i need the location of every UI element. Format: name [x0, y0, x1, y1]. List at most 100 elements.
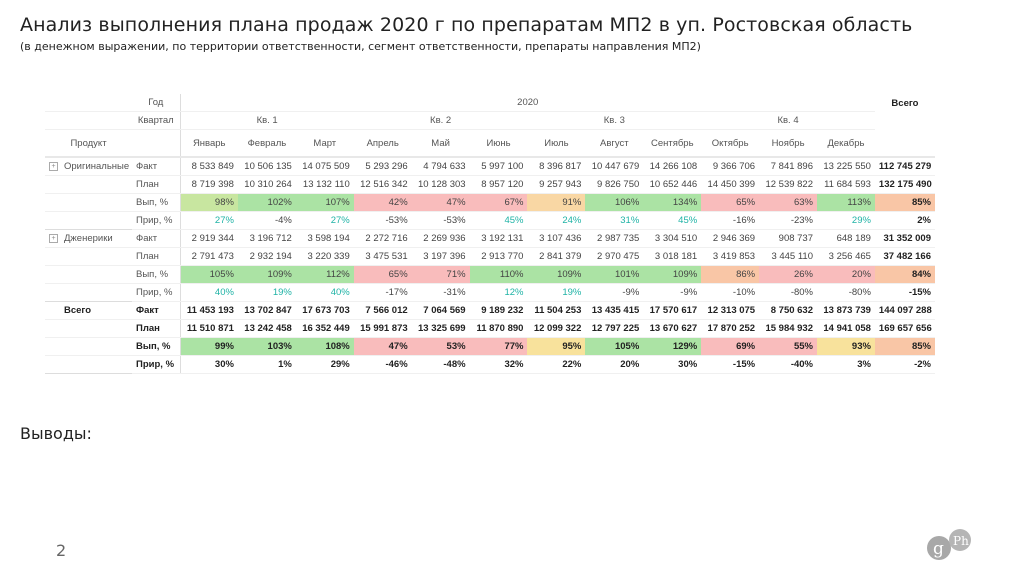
metric-label: Факт: [132, 229, 181, 248]
table-row: План 2 791 473 2 932 194 3 220 339 3 475 531…: [45, 247, 935, 266]
table-row: Прир, % 30% 1% 29% -46% -48% 32% 22% 20% 30% -15% -…: [45, 355, 935, 374]
month-header[interactable]: Январь: [180, 129, 238, 158]
value-cell: 2 841 379: [527, 247, 586, 266]
expand-icon[interactable]: +: [49, 233, 58, 243]
value-cell: 12 539 822: [759, 175, 817, 194]
value-cell: 105%: [180, 265, 238, 284]
value-cell: 13 435 415: [585, 301, 644, 320]
value-cell: 86%: [701, 265, 760, 284]
table-row: Вып, % 105% 109% 112% 65% 71% 110% 109% 101% 109%…: [45, 265, 935, 284]
value-cell: 8 719 398: [180, 175, 238, 194]
value-cell: 40%: [180, 283, 238, 302]
value-cell: 31%: [585, 211, 644, 230]
product-group-cell: + Оригинальные: [45, 157, 133, 176]
value-cell: 648 189: [817, 229, 875, 248]
month-header[interactable]: Июнь: [469, 129, 528, 158]
value-cell: 16 352 449: [295, 319, 354, 338]
value-cell: 22%: [527, 355, 586, 374]
value-cell: 3 256 465: [817, 247, 875, 266]
month-header[interactable]: Февраль: [237, 129, 296, 158]
table-row: + Оригинальные Факт 8 533 849 10 506 135 14 0…: [45, 157, 935, 176]
month-header[interactable]: Май: [411, 129, 470, 158]
total-cell: 2%: [874, 211, 935, 230]
table-row: План 11 510 871 13 242 458 16 352 449 15 991…: [45, 319, 935, 338]
value-cell: 67%: [469, 193, 528, 212]
value-cell: 47%: [353, 337, 412, 356]
value-cell: 14 266 108: [643, 157, 702, 176]
expand-icon[interactable]: +: [49, 161, 58, 171]
month-header[interactable]: Август: [585, 129, 644, 158]
value-cell: 9 189 232: [469, 301, 528, 320]
value-cell: 11 684 593: [817, 175, 875, 194]
value-cell: 30%: [180, 355, 238, 374]
quarter-header[interactable]: Кв. 2: [353, 111, 528, 130]
value-cell: 13 325 699: [411, 319, 470, 338]
product-group-cell: Всего: [45, 301, 133, 320]
value-cell: 107%: [295, 193, 354, 212]
year-header[interactable]: 2020: [180, 94, 875, 112]
value-cell: 12 516 342: [353, 175, 412, 194]
value-cell: 91%: [527, 193, 586, 212]
total-cell: 132 175 490: [874, 175, 935, 194]
value-cell: 13 242 458: [237, 319, 296, 338]
value-cell: 2 919 344: [180, 229, 238, 248]
value-cell: 113%: [817, 193, 875, 212]
month-header[interactable]: Декабрь: [817, 129, 875, 158]
value-cell: 9 826 750: [585, 175, 644, 194]
total-cell: -2%: [874, 355, 935, 374]
value-cell: 29%: [817, 211, 875, 230]
metric-label: Прир, %: [132, 355, 181, 374]
value-cell: 108%: [295, 337, 354, 356]
value-cell: 7 566 012: [353, 301, 412, 320]
month-header[interactable]: Октябрь: [701, 129, 760, 158]
value-cell: 10 128 303: [411, 175, 470, 194]
value-cell: 7 841 896: [759, 157, 817, 176]
value-cell: 9 257 943: [527, 175, 586, 194]
value-cell: -80%: [817, 283, 875, 302]
table-row: Вып, % 99% 103% 108% 47% 53% 77% 95% 105% 129% 69%…: [45, 337, 935, 356]
value-cell: 103%: [237, 337, 296, 356]
metric-label: План: [132, 247, 181, 266]
total-cell: -15%: [874, 283, 935, 302]
company-logo: g Ph: [927, 529, 971, 560]
quarter-header[interactable]: Кв. 1: [180, 111, 354, 130]
total-cell: 31 352 009: [874, 229, 935, 248]
value-cell: 10 310 264: [237, 175, 296, 194]
total-cell: 85%: [874, 193, 935, 212]
table-row: Вып, % 98% 102% 107% 42% 47% 67% 91% 106% 134% 65%…: [45, 193, 935, 212]
value-cell: 10 506 135: [237, 157, 296, 176]
month-header[interactable]: Апрель: [353, 129, 412, 158]
value-cell: 10 652 446: [643, 175, 702, 194]
value-cell: 17 673 703: [295, 301, 354, 320]
total-cell: 85%: [874, 337, 935, 356]
month-header[interactable]: Ноябрь: [759, 129, 817, 158]
metric-label: Прир, %: [132, 283, 181, 302]
value-cell: 24%: [527, 211, 586, 230]
value-cell: 40%: [295, 283, 354, 302]
value-cell: 13 132 110: [295, 175, 354, 194]
table-row: Прир, % 40% 19% 40% -17% -31% 12% 19% -9% -9% -10%…: [45, 283, 935, 302]
svg-text:g: g: [933, 539, 944, 559]
value-cell: 3 018 181: [643, 247, 702, 266]
quarter-header[interactable]: Кв. 3: [527, 111, 702, 130]
value-cell: -9%: [643, 283, 702, 302]
value-cell: 13 670 627: [643, 319, 702, 338]
product-group-label: Оригинальные: [64, 161, 130, 172]
metric-label: Факт: [132, 301, 181, 320]
value-cell: -23%: [759, 211, 817, 230]
month-header[interactable]: Март: [295, 129, 354, 158]
table-row: + Дженерики Факт 2 919 344 3 196 712 3 598 19…: [45, 229, 935, 248]
value-cell: 7 064 569: [411, 301, 470, 320]
value-cell: 63%: [759, 193, 817, 212]
value-cell: -46%: [353, 355, 412, 374]
value-cell: 27%: [180, 211, 238, 230]
value-cell: 2 272 716: [353, 229, 412, 248]
month-header[interactable]: Сентябрь: [643, 129, 702, 158]
month-header[interactable]: Июль: [527, 129, 586, 158]
slide-subtitle: (в денежном выражении, по территории отв…: [20, 40, 701, 53]
quarter-header[interactable]: Кв. 4: [701, 111, 875, 130]
metric-label: План: [132, 319, 181, 338]
total-cell: 169 657 656: [874, 319, 935, 338]
value-cell: 15 991 873: [353, 319, 412, 338]
conclusions-label: Выводы:: [20, 424, 92, 443]
